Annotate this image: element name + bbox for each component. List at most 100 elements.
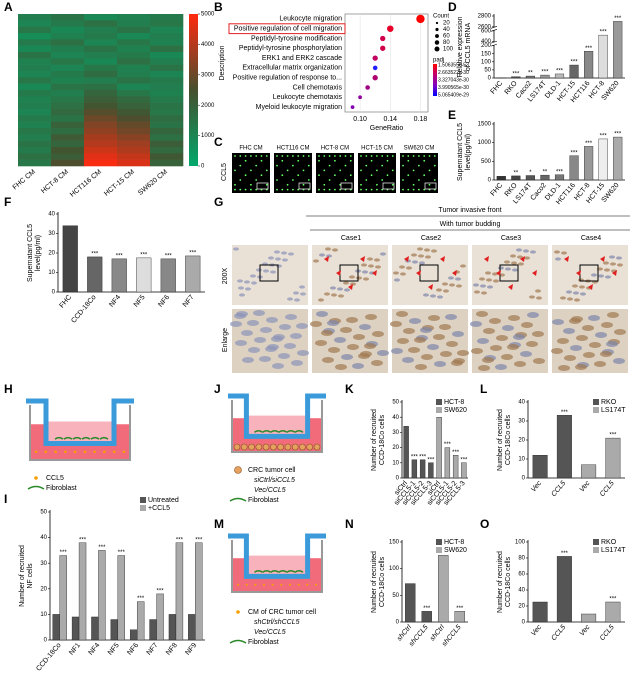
legend-title: padj [433,58,444,64]
tissue-cell [247,320,259,326]
array-spot [412,188,415,191]
tissue-cell [415,364,427,370]
dot [416,14,425,24]
tumor-cell [233,443,241,451]
array-spot [370,188,373,191]
legend-icon [34,476,38,480]
tissue-cell [481,291,487,295]
y-tick-label: 40 [48,212,55,218]
image-label: HCT-15 CM [361,146,393,152]
heatmap-cell [150,159,184,167]
dot [380,45,386,51]
array-spot [360,155,362,157]
tumor-cell [270,443,277,451]
tissue-cell [425,255,431,259]
image-label: FHC CM [239,146,262,152]
arrow [452,270,457,276]
tissue-cell [421,354,433,360]
bar [605,437,621,479]
y-axis-label: NF cells [27,563,34,589]
tissue-cell [485,271,491,275]
tissue-cell [493,279,499,283]
bar [168,614,177,641]
tissue-cell [518,262,524,266]
tissue-cell [358,353,370,359]
array-spot [328,155,331,157]
tissue-cell [328,347,340,353]
x-tick-label: 0.14 [383,116,397,123]
tissue-cell [359,324,371,330]
tissue-cell [259,356,271,362]
arrow [428,284,433,290]
array-spot [423,174,426,177]
bar [428,462,434,479]
tissue-cell [445,314,457,320]
tissue-cell [574,298,580,302]
column-label: HCT-15 CM [103,168,136,197]
legend-swatch [593,399,599,405]
tissue-cell [517,255,523,259]
colorbar-tick-label: 2000 [201,103,215,109]
panel-label: A [4,0,13,14]
tumor-cell [240,443,248,451]
heatmap-cell [117,102,151,110]
y-axis-label: Supernatant CCL5 [457,123,464,181]
bar [111,258,127,293]
tissue-cell [501,354,513,360]
legend-label: 3.990565e-30 [438,85,469,91]
tissue-cell [397,338,409,344]
x-tick-label: FHC [59,294,74,310]
heatmap-cell [18,134,52,141]
tissue-cell [513,334,525,340]
tumor-cell [284,443,292,451]
arrow [600,256,605,262]
fibroblast [270,429,280,433]
y-axis-label: Number of recruited [371,551,378,613]
x-tick-label: FHC [490,182,505,198]
bar [532,455,548,479]
dot [350,105,355,109]
array-spot [297,159,300,162]
category-label: Leukocyte chemotaxis [273,94,343,101]
tissue-cell [505,267,511,271]
tissue-cell [498,266,504,270]
tissue-cell [449,283,455,287]
tissue-cell [362,270,368,274]
array-spot [391,155,394,157]
tissue-cell [569,318,581,324]
array-spot [255,179,258,181]
tissue-cell [250,274,256,278]
significance-label: *** [189,251,197,257]
legend-label: 3.327043e-30 [438,77,469,83]
array-spot [349,159,352,162]
bar [556,415,572,479]
tissue-cell [567,297,573,301]
x-tick-label: NF4 [108,294,122,309]
row-label: Enlarge [222,328,229,352]
legend-label: CCL5 [46,475,64,482]
heatmap-cell [51,159,85,167]
bar [160,258,176,293]
tissue-cell [275,257,281,261]
tissue-cell [572,284,578,288]
tissue-cell [294,298,300,302]
tissue-cell [579,285,585,289]
y-tick-label: 30 [518,419,525,425]
legend-label: CRC tumor cell [248,467,296,474]
tissue-cell [564,355,576,361]
tissue-cell [589,342,601,348]
heatmap-cell [51,109,85,116]
axis-break [491,27,497,31]
y-tick-label: 0 [488,178,492,184]
column-label: HCT116 CM [69,168,103,198]
heatmap-cell [150,71,184,78]
heatmap-cell [51,20,85,27]
tissue-cell [551,348,563,354]
heatmap-cell [150,153,184,160]
heatmap-cell [18,153,52,160]
heatmap-cell [51,153,85,160]
heatmap-cell [18,64,52,72]
panel-label: N [345,517,354,531]
significance-label: *** [512,71,520,77]
tissue-cell [452,331,464,337]
